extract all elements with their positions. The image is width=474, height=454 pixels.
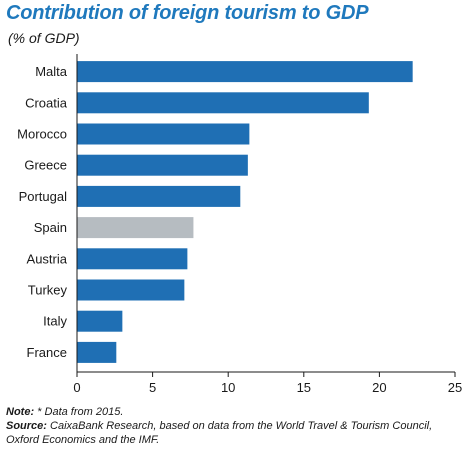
bar-austria: [77, 248, 188, 270]
bar-chart: Malta Croatia Morocco Greece Portugal Spain Au…: [17, 54, 462, 395]
note-line: Note: * Data from 2015.: [6, 405, 468, 419]
category-label-portugal: Portugal: [19, 189, 68, 204]
chart-subtitle: (% of GDP): [8, 30, 80, 46]
x-tick-label-20: 20: [372, 380, 386, 395]
note-text: * Data from 2015.: [37, 406, 124, 418]
bar-malta: [77, 61, 413, 83]
bar-morocco: [77, 123, 250, 145]
note-label: Note:: [6, 406, 35, 418]
category-label-turkey: Turkey: [28, 283, 68, 298]
bar-croatia: [77, 92, 369, 114]
source-line: Source: CaixaBank Research, based on dat…: [6, 419, 468, 447]
source-text: CaixaBank Research, based on data from t…: [6, 420, 433, 446]
x-tick-label-25: 25: [448, 380, 462, 395]
bar-turkey: [77, 279, 185, 301]
chart-notes: Note: * Data from 2015. Source: CaixaBan…: [6, 405, 468, 447]
category-label-spain: Spain: [34, 220, 67, 235]
category-label-greece: Greece: [24, 158, 67, 173]
category-label-croatia: Croatia: [25, 95, 68, 110]
x-tick-label-10: 10: [221, 380, 235, 395]
bar-italy: [77, 310, 123, 332]
bar-france: [77, 341, 117, 363]
x-tick-label-5: 5: [149, 380, 156, 395]
category-label-italy: Italy: [43, 314, 67, 329]
chart-title: Contribution of foreign tourism to GDP: [6, 2, 369, 24]
bar-portugal: [77, 185, 241, 207]
bar-greece: [77, 154, 248, 176]
category-label-austria: Austria: [27, 251, 68, 266]
category-label-malta: Malta: [35, 64, 68, 79]
category-label-france: France: [27, 345, 67, 360]
bar-spain: [77, 217, 194, 239]
category-label-morocco: Morocco: [17, 127, 67, 142]
x-tick-label-0: 0: [73, 380, 80, 395]
source-label: Source:: [6, 420, 47, 432]
x-tick-label-15: 15: [297, 380, 311, 395]
